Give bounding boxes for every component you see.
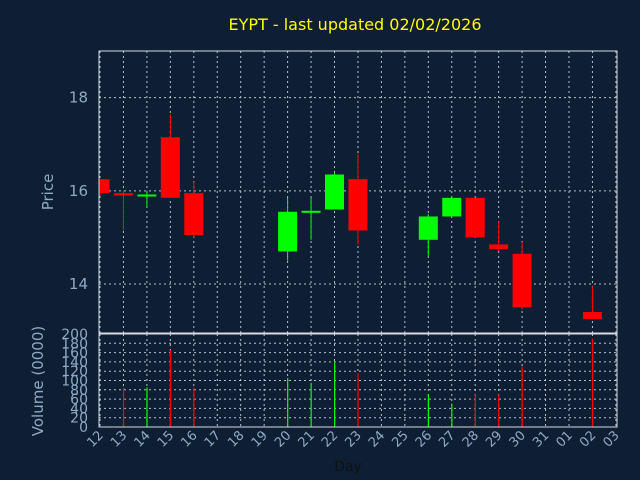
candle-body [113,193,133,196]
volume-tick-label: 140 [61,355,88,371]
candle-body [582,312,602,320]
volume-bar [193,387,195,427]
candle-body [465,197,485,238]
candle-body [160,137,180,198]
candle-body [100,179,110,194]
volume-bar [451,403,453,427]
volume-bar [591,338,594,427]
volume-bar [287,378,289,427]
candle-body [325,174,344,210]
volume-tick-label: 80 [70,383,88,399]
x-axis: 12 13 14 15 16 17 18 19 20 21 22 23 24 25 26 27 28 29 30 31… [85,428,623,450]
candle-body [137,194,157,197]
volume-tick-label: 20 [70,411,88,427]
volume-bar [474,394,476,427]
volume-bar [498,394,500,427]
y-axis-label: Price [39,174,57,211]
volume-tick-label: 200 [61,327,88,343]
candle-body [184,193,204,236]
volume-tick-label: 160 [61,346,88,362]
candle-body [512,253,532,308]
candle-body [278,211,298,252]
volume-axis-label: Volume (0000) [29,326,47,436]
volume-tick-label: 180 [61,336,88,352]
y-tick-label: 14 [69,275,88,293]
y-tick-label: 16 [69,182,88,200]
volume-tick-label: 0 [79,420,88,436]
volume-panel-frame [98,333,618,428]
volume-bars [122,338,594,427]
price-axis: 14 16 18 [69,89,88,293]
volume-bar [521,366,523,427]
candle-body [489,244,509,250]
candle-body [418,216,438,240]
chart-title: EYPT - last updated 02/02/2026 [228,15,481,34]
volume-tick-label: 100 [61,374,88,390]
volume-bar [427,394,429,427]
x-axis-label: Day [334,459,362,475]
volume-bar [122,387,125,427]
volume-bar [146,387,148,427]
volume-bar [357,373,359,427]
volume-tick-label: 120 [61,364,88,380]
candles [99,113,602,320]
candle-body [348,179,368,231]
volume-bar [310,382,312,427]
volume-tick-label: 60 [70,392,88,408]
volume-bar [169,350,172,427]
candle-body [442,197,462,217]
price-panel-frame [98,50,618,334]
volume-bar [334,361,336,427]
volume-tick-label: 40 [70,401,88,417]
y-tick-label: 18 [69,89,88,107]
candle-body [301,210,321,213]
